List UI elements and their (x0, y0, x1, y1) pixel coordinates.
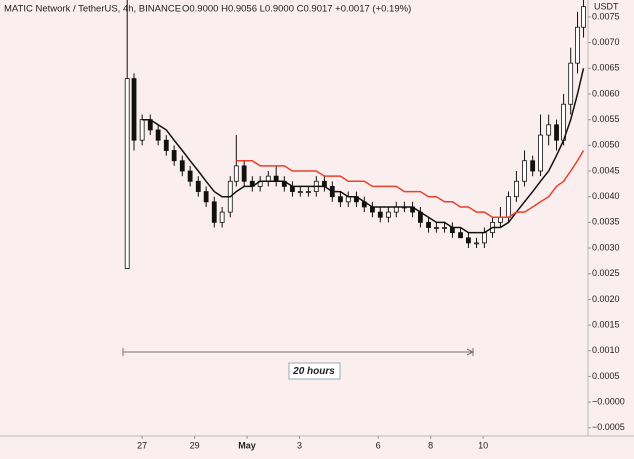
y-tick-label: 0.0025 (592, 268, 620, 278)
candle-body (514, 180, 519, 198)
x-tick-label: 6 (376, 440, 381, 450)
candle-body (538, 134, 543, 172)
candle-body (458, 232, 463, 239)
moving-average-line (142, 68, 585, 234)
candle-body (124, 78, 130, 269)
candle-body (466, 237, 471, 244)
candle-body (530, 160, 536, 172)
candle-body (575, 26, 580, 64)
candle-body (306, 191, 311, 193)
candle-body (155, 129, 161, 141)
x-tick-label: 29 (190, 440, 200, 450)
candle-body (203, 191, 209, 203)
y-tick-label: 0.0070 (592, 37, 620, 47)
x-tick-label: 27 (137, 440, 147, 450)
y-tick-label: 0.0015 (592, 319, 620, 329)
candle-body (233, 165, 239, 182)
candle-body (179, 160, 185, 172)
candle-body (506, 196, 511, 218)
candle-body (322, 180, 327, 187)
y-tick-label: 0.0050 (592, 140, 620, 150)
y-tick-label: 0.0060 (592, 88, 620, 98)
candle-body (554, 124, 559, 141)
candle-body (442, 227, 447, 229)
y-tick-label: 0.0010 (592, 345, 620, 355)
y-tick-label: −0.0005 (592, 422, 625, 432)
candle-body (211, 201, 217, 223)
currency-label: USDT (594, 1, 619, 11)
x-tick-label: May (238, 440, 256, 450)
range-arrow (466, 348, 475, 356)
candle-body (273, 175, 279, 182)
y-tick-label: −0.0000 (592, 396, 625, 406)
candle-body (187, 170, 193, 182)
y-tick-label: 0.0075 (592, 11, 620, 21)
candle-body (338, 196, 343, 203)
candle-body (522, 160, 527, 182)
candle-body (434, 227, 439, 229)
y-tick-label: 0.0020 (592, 294, 620, 304)
y-tick-label: 0.0065 (592, 63, 620, 73)
x-tick-label: 10 (478, 440, 488, 450)
candle-body (163, 139, 169, 151)
range-label-box (288, 362, 341, 380)
y-tick-label: 0.0045 (592, 165, 620, 175)
y-tick-label: 0.0055 (592, 114, 620, 124)
y-tick-label: 0.0005 (592, 371, 620, 381)
candle-body (139, 119, 145, 141)
candle-body (568, 62, 574, 105)
candle-body (498, 216, 503, 223)
candle-body (426, 221, 431, 228)
candle-body (171, 150, 177, 162)
range-label: 20 hours (292, 366, 335, 377)
candle-body (265, 175, 271, 182)
range-measure: 20 hours (122, 348, 475, 380)
ohlc-readout: O0.9000 H0.9056 L0.9000 C0.9017 +0.0017 … (182, 4, 411, 15)
candle-body (386, 211, 391, 218)
candle-body (377, 211, 383, 218)
candle-body (581, 6, 586, 28)
candle-body (546, 124, 552, 136)
candle-body (450, 227, 455, 234)
x-tick-label: 3 (297, 440, 302, 450)
moving-average-line (236, 150, 585, 218)
candle-body (474, 242, 479, 245)
y-tick-label: 0.0030 (592, 242, 620, 252)
candle-body (219, 211, 225, 223)
candle-body (297, 191, 303, 193)
candle-body (131, 78, 137, 141)
candle-body (290, 186, 295, 192)
chart-title: MATIC Network / TetherUS, 4h, BINANCE (4, 4, 181, 15)
candle-body (195, 180, 201, 192)
x-tick-label: 8 (428, 440, 433, 450)
y-tick-label: 0.0040 (592, 191, 620, 201)
y-tick-label: 0.0035 (592, 217, 620, 227)
candle-body (482, 232, 487, 244)
candle-body (241, 165, 247, 182)
candle-body (345, 196, 351, 203)
